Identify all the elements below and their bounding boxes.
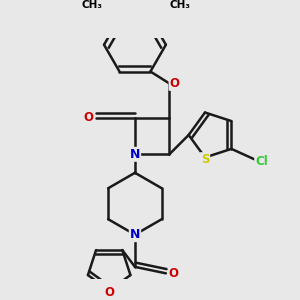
Text: O: O xyxy=(104,286,114,299)
Text: S: S xyxy=(201,153,209,166)
Text: CH₃: CH₃ xyxy=(169,0,190,10)
Text: N: N xyxy=(130,148,140,161)
Text: O: O xyxy=(169,267,178,280)
Text: O: O xyxy=(84,111,94,124)
Text: CH₃: CH₃ xyxy=(82,0,103,10)
Text: O: O xyxy=(169,77,179,90)
Text: N: N xyxy=(130,228,140,241)
Text: Cl: Cl xyxy=(255,155,268,168)
